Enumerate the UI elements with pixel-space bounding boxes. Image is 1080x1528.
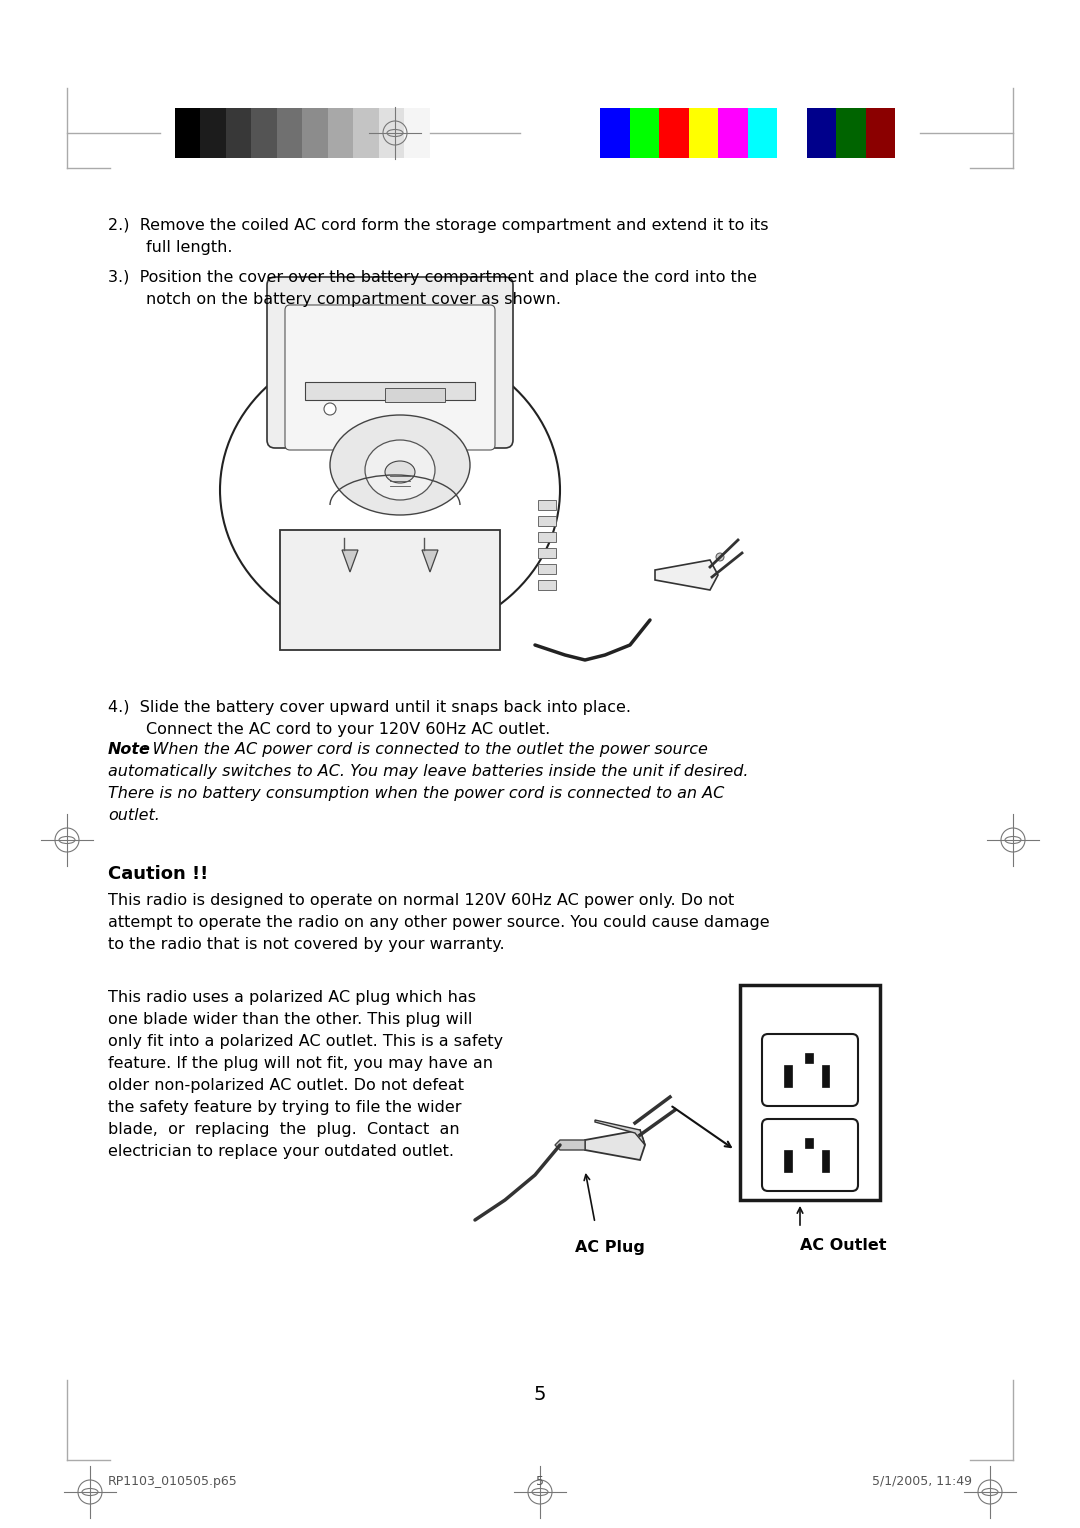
- Bar: [784, 1151, 792, 1172]
- Text: Connect the AC cord to your 120V 60Hz AC outlet.: Connect the AC cord to your 120V 60Hz AC…: [146, 723, 550, 736]
- Bar: [805, 1053, 813, 1063]
- Bar: [600, 108, 630, 157]
- Bar: [305, 382, 475, 400]
- Circle shape: [716, 553, 724, 561]
- Ellipse shape: [330, 416, 470, 515]
- Bar: [777, 108, 807, 157]
- Ellipse shape: [365, 440, 435, 500]
- Text: attempt to operate the radio on any other power source. You could cause damage: attempt to operate the radio on any othe…: [108, 915, 770, 931]
- Text: automatically switches to AC. You may leave batteries inside the unit if desired: automatically switches to AC. You may le…: [108, 764, 748, 779]
- Text: to the radio that is not covered by your warranty.: to the radio that is not covered by your…: [108, 937, 504, 952]
- Bar: [379, 108, 404, 157]
- Bar: [201, 108, 226, 157]
- Text: AC Plug: AC Plug: [575, 1241, 645, 1254]
- Text: full length.: full length.: [146, 240, 232, 255]
- Text: outlet.: outlet.: [108, 808, 160, 824]
- Text: There is no battery consumption when the power cord is connected to an AC: There is no battery consumption when the…: [108, 785, 725, 801]
- Text: : When the AC power cord is connected to the outlet the power source: : When the AC power cord is connected to…: [141, 743, 707, 756]
- Bar: [353, 108, 379, 157]
- Text: blade,  or  replacing  the  plug.  Contact  an: blade, or replacing the plug. Contact an: [108, 1122, 460, 1137]
- Bar: [538, 549, 556, 558]
- Text: RP1103_010505.p65: RP1103_010505.p65: [108, 1475, 238, 1488]
- FancyBboxPatch shape: [285, 306, 495, 451]
- Bar: [252, 108, 276, 157]
- Bar: [822, 1065, 829, 1086]
- Bar: [538, 564, 556, 575]
- Text: 2.)  Remove the coiled AC cord form the storage compartment and extend it to its: 2.) Remove the coiled AC cord form the s…: [108, 219, 769, 232]
- Bar: [384, 388, 445, 402]
- FancyBboxPatch shape: [762, 1118, 858, 1190]
- Text: older non-polarized AC outlet. Do not defeat: older non-polarized AC outlet. Do not de…: [108, 1077, 464, 1093]
- Bar: [740, 986, 880, 1199]
- Bar: [630, 108, 659, 157]
- Bar: [718, 108, 747, 157]
- Text: 3.)  Position the cover over the battery compartment and place the cord into the: 3.) Position the cover over the battery …: [108, 270, 757, 286]
- Polygon shape: [555, 1140, 585, 1151]
- Text: only fit into a polarized AC outlet. This is a safety: only fit into a polarized AC outlet. Thi…: [108, 1034, 503, 1050]
- Bar: [538, 581, 556, 590]
- Bar: [430, 108, 455, 157]
- Bar: [822, 1151, 829, 1172]
- Bar: [280, 530, 500, 649]
- Text: 5: 5: [536, 1475, 544, 1488]
- Text: 5/1/2005, 11:49: 5/1/2005, 11:49: [872, 1475, 972, 1488]
- Text: Caution !!: Caution !!: [108, 865, 208, 883]
- FancyBboxPatch shape: [762, 1034, 858, 1106]
- Text: one blade wider than the other. This plug will: one blade wider than the other. This plu…: [108, 1012, 472, 1027]
- Text: the safety feature by trying to file the wider: the safety feature by trying to file the…: [108, 1100, 461, 1115]
- Bar: [538, 532, 556, 542]
- Text: feature. If the plug will not fit, you may have an: feature. If the plug will not fit, you m…: [108, 1056, 492, 1071]
- Bar: [659, 108, 689, 157]
- FancyBboxPatch shape: [267, 277, 513, 448]
- Bar: [226, 108, 252, 157]
- Bar: [784, 1065, 792, 1086]
- Text: 4.)  Slide the battery cover upward until it snaps back into place.: 4.) Slide the battery cover upward until…: [108, 700, 631, 715]
- Text: electrician to replace your outdated outlet.: electrician to replace your outdated out…: [108, 1144, 454, 1160]
- Polygon shape: [342, 550, 357, 571]
- Ellipse shape: [384, 461, 415, 483]
- Circle shape: [324, 403, 336, 416]
- Bar: [538, 500, 556, 510]
- Polygon shape: [654, 559, 718, 590]
- Text: notch on the battery compartment cover as shown.: notch on the battery compartment cover a…: [146, 292, 561, 307]
- Text: This radio is designed to operate on normal 120V 60Hz AC power only. Do not: This radio is designed to operate on nor…: [108, 892, 734, 908]
- Bar: [404, 108, 430, 157]
- Text: Note: Note: [108, 743, 151, 756]
- Bar: [538, 516, 556, 526]
- Bar: [689, 108, 718, 157]
- Bar: [276, 108, 302, 157]
- Bar: [747, 108, 777, 157]
- Bar: [175, 108, 201, 157]
- Bar: [865, 108, 895, 157]
- Bar: [805, 1138, 813, 1148]
- Polygon shape: [422, 550, 438, 571]
- Bar: [302, 108, 327, 157]
- Text: 5: 5: [534, 1384, 546, 1404]
- Bar: [807, 108, 836, 157]
- Polygon shape: [585, 1131, 645, 1160]
- Text: This radio uses a polarized AC plug which has: This radio uses a polarized AC plug whic…: [108, 990, 476, 1005]
- Polygon shape: [595, 1120, 645, 1144]
- Bar: [327, 108, 353, 157]
- Bar: [836, 108, 865, 157]
- Text: AC Outlet: AC Outlet: [800, 1238, 887, 1253]
